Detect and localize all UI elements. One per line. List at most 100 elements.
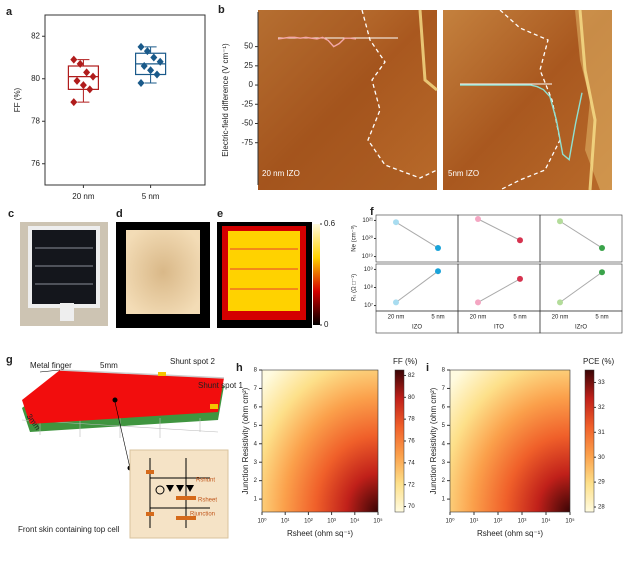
x-tick-label: 10⁵ [565,518,575,525]
colorbar [394,369,405,513]
colorbar-tick-label: 76 [408,439,415,445]
y-tick-label: 5 [254,423,258,429]
y-tick-label: -25 [241,99,253,108]
point [137,42,145,51]
colorbar-tick-label: 30 [598,455,605,461]
y-tick-label: 8 [254,368,258,374]
el-image [126,230,200,314]
circuit-label: Rjunction [190,512,215,518]
afm-texture [258,10,437,190]
panel-label: d [116,208,123,220]
y-tick-label: 80 [31,74,40,83]
y-tick-label: 2 [254,478,258,484]
y-axis-label: Junction Resistivity (ohm cm²) [429,387,438,494]
afm-image [258,10,437,190]
y-tick-label: 50 [244,42,253,51]
point [435,244,441,251]
panel-label: h [236,362,243,374]
x-tick-label: 20 nm [470,315,487,321]
colorbar-title: PCE (%) [583,357,614,366]
x-tick-label: 10⁰ [257,518,267,525]
x-tick-label: 10¹ [281,519,290,525]
panel-label: f [370,206,374,218]
y-tick-label: 6 [442,404,446,410]
panel-label: g [6,354,13,366]
point [143,47,151,56]
profile-line [460,84,583,161]
colorbar-tick-label: 82 [408,373,415,379]
colorbar [313,224,320,325]
afm-ridge [578,9,597,191]
colorbar-tick-label: 33 [598,380,605,386]
y-tick-label: 8 [442,368,446,374]
tab [60,303,74,321]
subplot-frame [457,214,541,263]
panel-label: e [217,208,223,220]
x-tick-label: 10³ [518,519,527,525]
trend-line [559,220,603,249]
point [393,219,399,226]
point [156,57,164,66]
diagram-label: Front skin containing top cell [18,525,120,534]
group-label: IZrO [575,325,587,331]
colorbar-tick-label: 72 [408,482,415,488]
fingers [35,247,93,285]
y-tick-label: 78 [31,116,40,125]
point [153,70,161,79]
point [517,275,523,282]
x-tick-label: 5 nm [595,315,608,321]
y-axis-label: Rₛ (Ω □⁻¹) [352,274,358,301]
x-tick-label: 10⁴ [541,518,551,525]
y-tick-label: 3 [442,460,446,466]
x-tick-label: 10⁴ [350,518,360,525]
y-tick-label: 3 [254,460,258,466]
group-label: IZO [412,325,422,331]
category-frame [539,310,623,334]
point [517,237,523,244]
x-tick-label: 10² [304,519,313,525]
y-tick-label: 0 [249,80,254,89]
subplot-frame [539,214,623,263]
map-cell [228,231,300,311]
colorbar-title: FF (%) [393,357,418,366]
point [557,218,563,225]
circuit-label: Rsheet [198,498,217,504]
plot-frame [261,369,379,513]
point [140,62,148,70]
point [557,299,563,306]
box [67,65,100,90]
y-axis-label: FF (%) [13,87,22,112]
diagram-label: Shunt spot 1 [198,381,243,390]
point [73,76,81,85]
y-tick-label: 10⁹ [364,266,374,273]
point [137,79,145,87]
y-tick-label: 4 [254,441,258,447]
colorbar-tick-label: 74 [408,460,415,466]
x-axis-label: Rsheet (ohm sq⁻¹) [287,529,353,538]
subplot-frame [375,214,459,263]
trend-line [395,270,439,303]
x-tick-label: 10⁵ [373,518,383,525]
diagram-label: 5mm [100,361,118,370]
y-axis-label: Ne (cm⁻³) [352,225,358,252]
panel-label: a [6,6,13,18]
y-tick-label: 4 [442,441,446,447]
point [83,68,91,77]
plot-frame [44,14,206,186]
y-tick-label: 82 [31,31,40,40]
point [475,216,481,223]
image-label: 20 nm IZO [262,169,300,178]
trend-line [477,278,521,303]
colorbar [584,369,595,513]
y-tick-label: 10²⁰ [362,235,374,242]
x-tick-label: 10² [494,519,503,525]
grain-boundary [499,9,561,191]
colorbar-tick-label: 80 [408,395,415,401]
x-tick-label: 20 nm [72,192,95,201]
trend-line [559,271,603,303]
panel-label: b [218,4,225,16]
plot-frame [449,369,571,513]
group-label: ITO [494,325,504,331]
x-tick-label: 5 nm [513,315,526,321]
